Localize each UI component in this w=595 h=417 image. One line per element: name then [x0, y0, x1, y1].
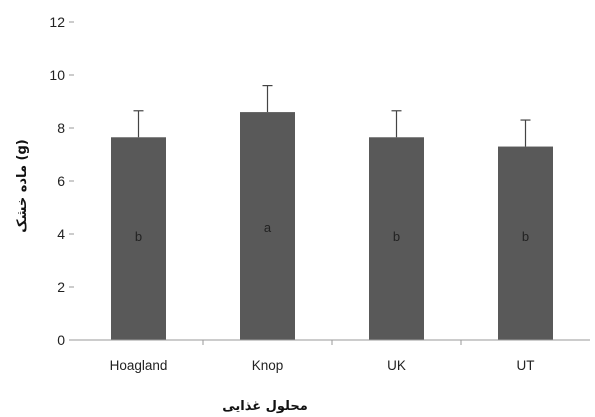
x-tick-label: Hoagland: [110, 358, 168, 373]
significance-letter: b: [393, 229, 400, 244]
significance-letter: a: [264, 220, 272, 235]
x-tick-label: UK: [387, 358, 406, 373]
error-bars: [133, 84, 531, 147]
y-tick-label: 2: [57, 279, 65, 295]
bar: [369, 137, 424, 340]
significance-letter: b: [135, 229, 142, 244]
y-tick-label: 4: [57, 226, 65, 242]
y-tick-label: 10: [49, 67, 65, 83]
y-axis-title: ماده خشک (g): [15, 139, 30, 232]
y-tick-label: 6: [57, 173, 65, 189]
significance-letter: b: [522, 229, 529, 244]
x-axis-title: محلول غذایی: [222, 399, 308, 414]
y-tick-label: 8: [57, 120, 65, 136]
x-tick-label: Knop: [252, 358, 284, 373]
y-axis-ticks: 0 2 4 6 8 10 12: [49, 14, 74, 348]
x-tick-label: UT: [517, 358, 535, 373]
significance-letters: bab b: [135, 220, 529, 244]
bar: [240, 112, 295, 340]
bar: [498, 146, 553, 340]
y-tick-label: 12: [49, 14, 65, 30]
bars: [111, 112, 553, 340]
x-axis-ticks: Hoagland Knop UK UT: [110, 340, 535, 373]
bar: [111, 137, 166, 340]
y-tick-label: 0: [57, 332, 65, 348]
